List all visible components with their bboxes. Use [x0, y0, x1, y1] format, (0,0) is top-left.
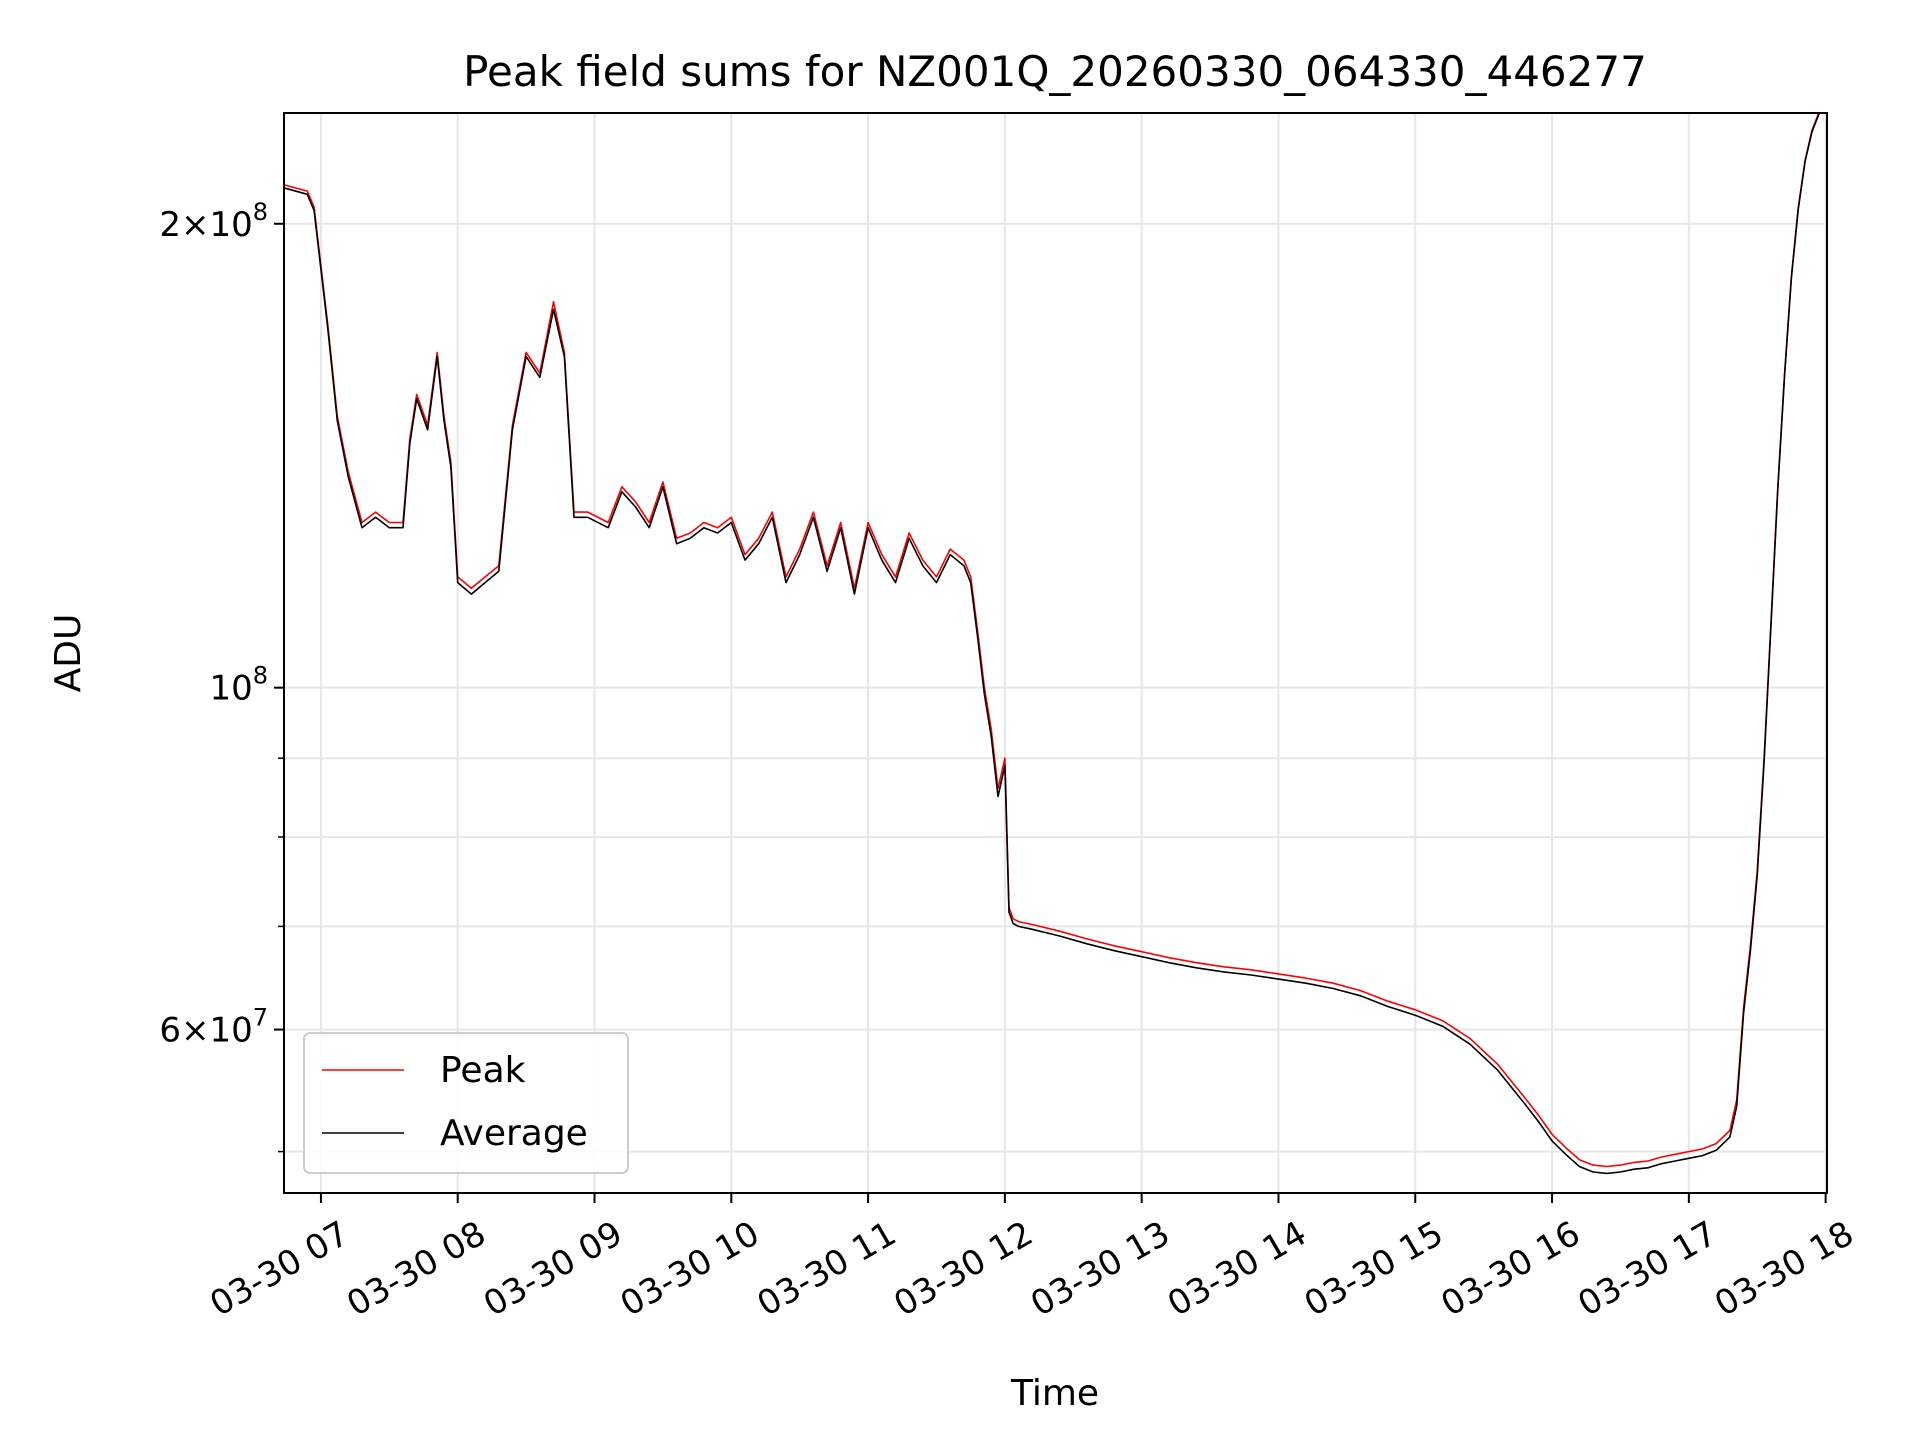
legend: Peak Average: [303, 1032, 629, 1174]
legend-box: [303, 1032, 629, 1174]
legend-peak-label: Peak: [440, 1050, 526, 1091]
y-axis-label: ADU: [48, 614, 89, 693]
plot-area-frame: [283, 112, 1828, 1194]
chart-title: Peak field sums for NZ001Q_20260330_0643…: [463, 47, 1647, 96]
series-line-average: [284, 113, 1821, 1175]
x-axis-label: Time: [1010, 1373, 1099, 1414]
y-tick-label: 2×108: [159, 198, 268, 245]
y-axis: 6×107 108 2×108: [159, 198, 284, 1153]
y-tick-label: 6×107: [159, 1004, 268, 1051]
y-tick-label: 108: [209, 662, 268, 709]
legend-average-label: Average: [440, 1113, 588, 1154]
grid-lines: [284, 113, 1827, 1193]
series-layer: [284, 113, 1821, 1175]
